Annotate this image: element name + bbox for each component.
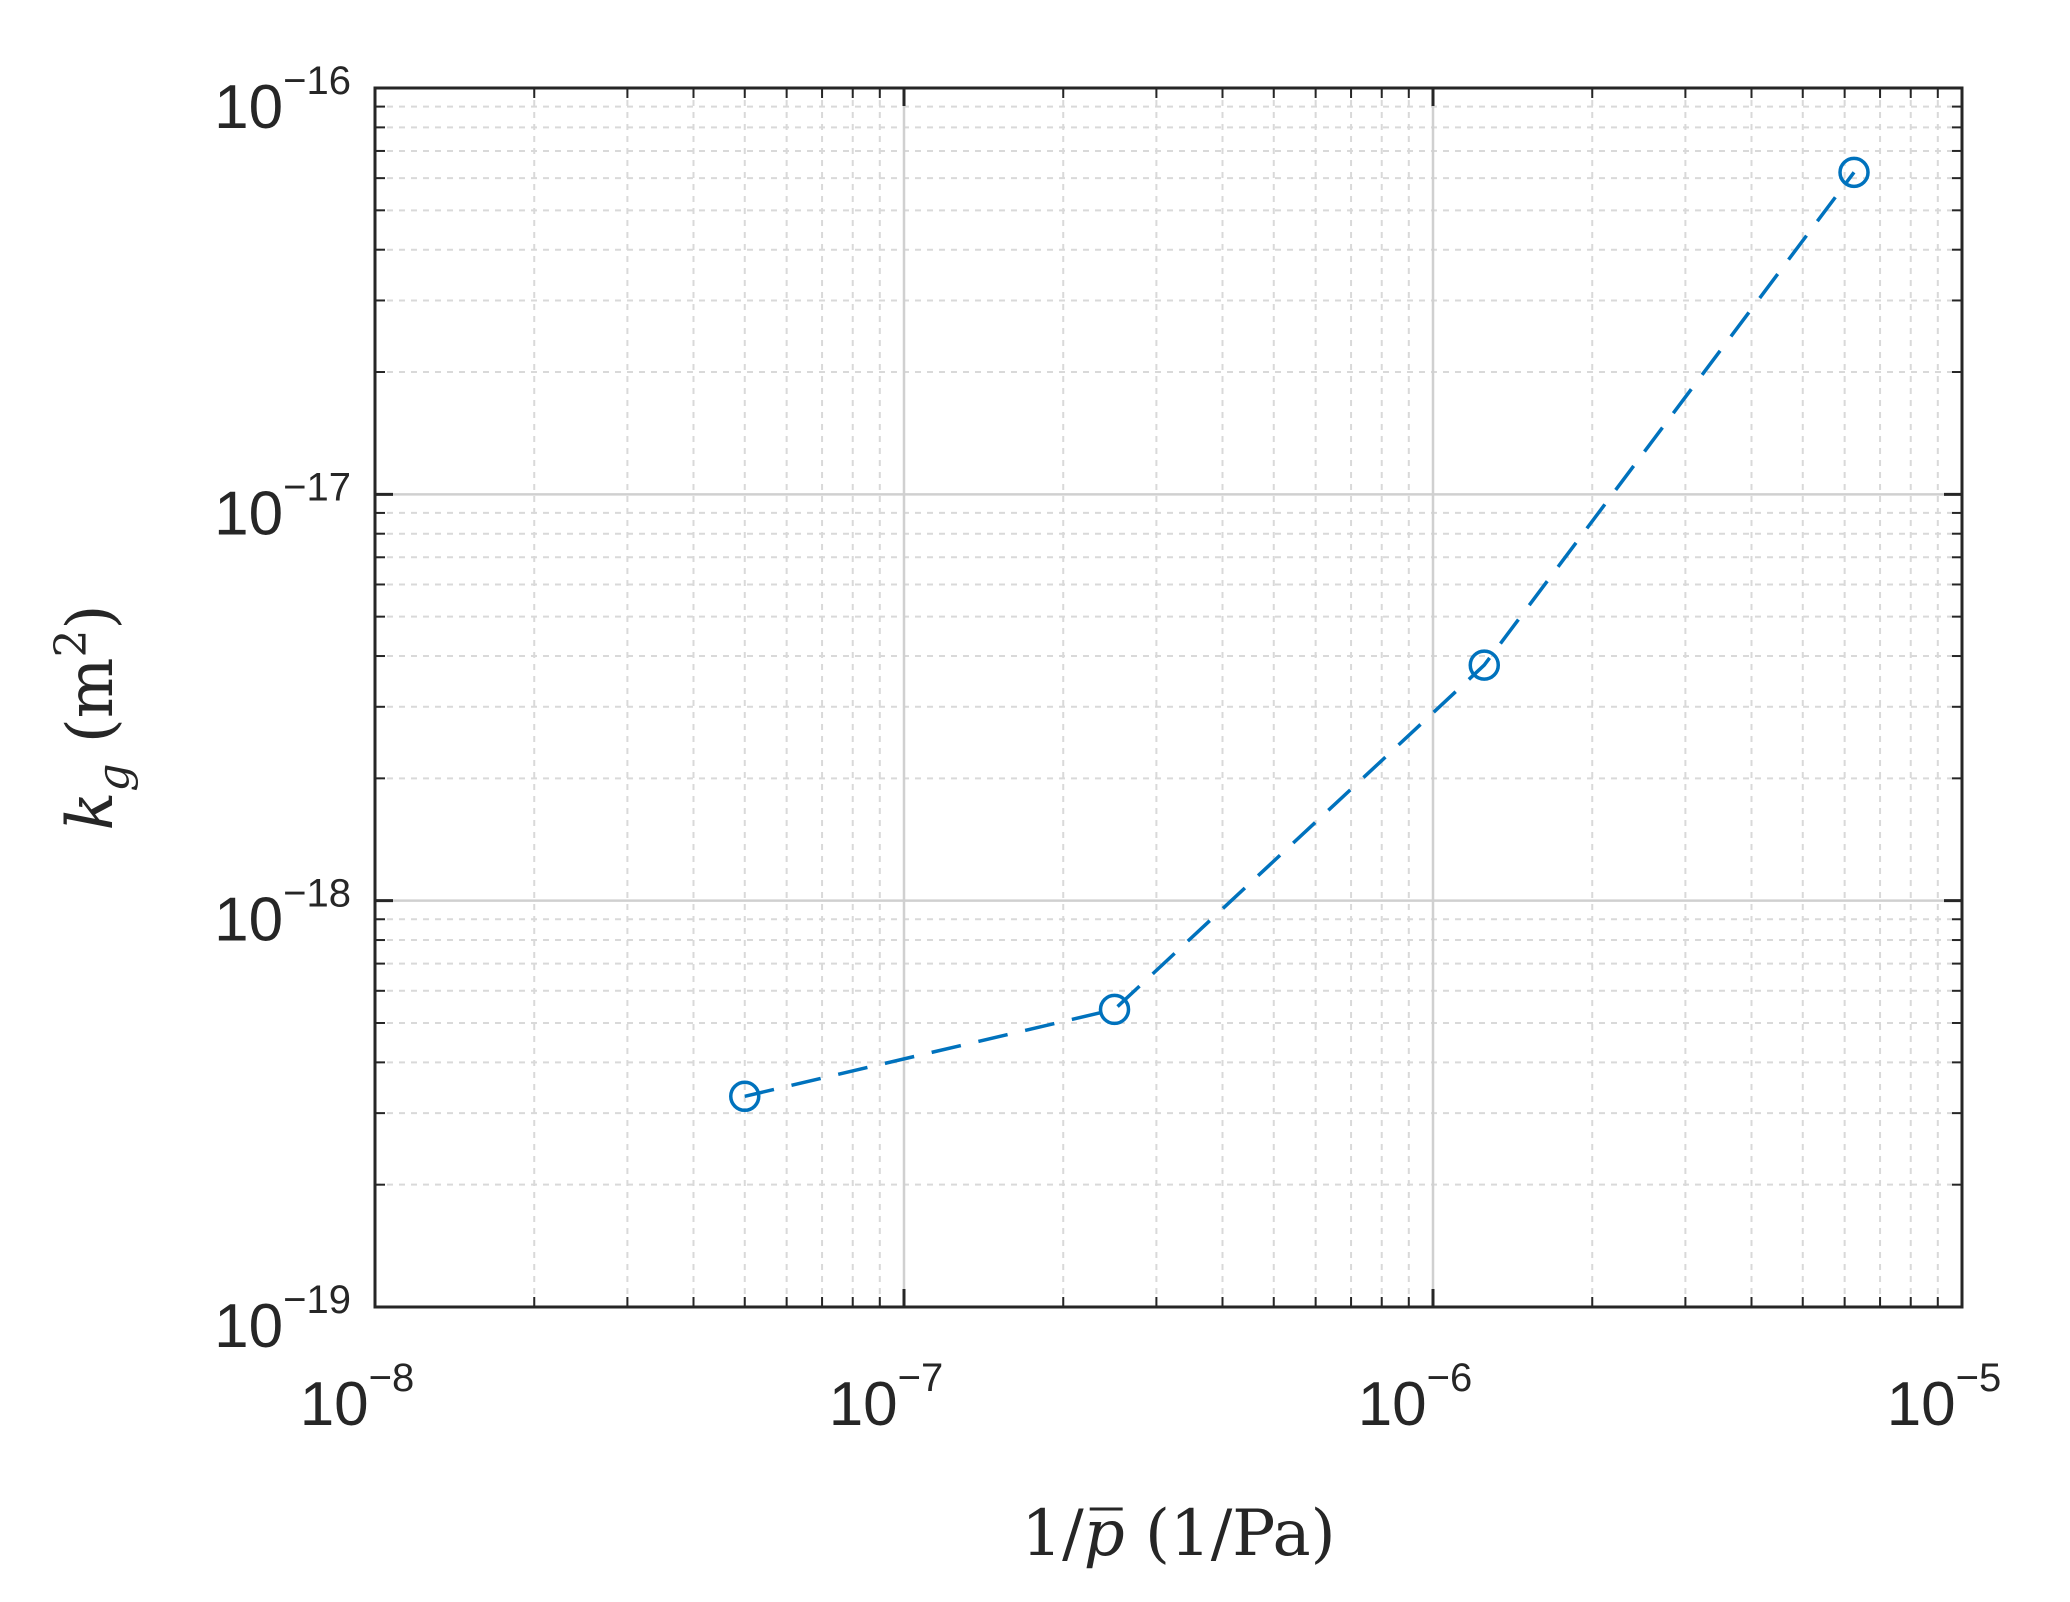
major-grid xyxy=(373,86,1964,1309)
minor-grid xyxy=(375,88,1962,1307)
y-tick-label: 10−19 xyxy=(214,1278,351,1361)
data-point-marker xyxy=(1468,649,1501,681)
x-tick-label: 10−8 xyxy=(300,1356,415,1439)
series-line xyxy=(744,171,1856,1099)
ticks-layer xyxy=(373,86,1964,1309)
y-tick-label: 10−17 xyxy=(214,465,351,548)
tick-labels: 10−8 10−7 10−6 10−5 10−19 10−18 10−17 10−16 xyxy=(214,59,2001,1439)
x-tick-label: 10−6 xyxy=(1358,1356,1473,1439)
plot-frame xyxy=(373,86,1964,1309)
data-point-marker xyxy=(729,1080,761,1113)
x-tick-label: 10−7 xyxy=(829,1356,944,1439)
x-tick-label: 10−5 xyxy=(1887,1356,2002,1439)
y-tick-label: 10−18 xyxy=(214,872,351,955)
x-axis-label: 1/p (1/Pa) xyxy=(1021,1497,1335,1571)
y-axis-label: kg (m2) xyxy=(46,605,139,831)
data-point-marker xyxy=(1098,993,1131,1026)
data-point-marker xyxy=(1838,156,1870,189)
y-tick-label: 10−16 xyxy=(214,59,351,142)
series-layer xyxy=(729,156,1870,1113)
